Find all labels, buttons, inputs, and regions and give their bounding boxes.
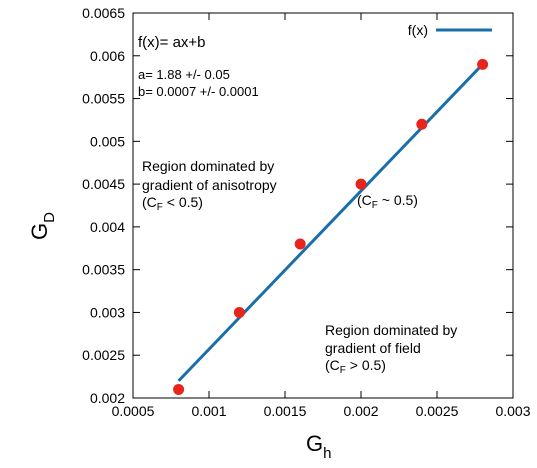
y-tick-label: 0.002 [90, 390, 125, 406]
region-anisotropy-line1: Region dominated by [142, 158, 274, 174]
x-tick-label: 0.002 [343, 403, 378, 419]
data-point [173, 383, 185, 395]
x-axis-label: Gh [306, 431, 331, 462]
ticks-layer: 0.0005 0.001 0.0015 0.002 0.0025 0.003 0.002 0.… [82, 5, 531, 419]
plot-layer [173, 58, 489, 395]
data-point [416, 118, 428, 130]
y-axis-label: GD [27, 212, 58, 240]
y-tick-label: 0.0065 [82, 5, 125, 21]
legend-label: f(x) [408, 22, 428, 38]
x-tick-label: 0.003 [495, 403, 530, 419]
y-tick-label: 0.0045 [82, 176, 125, 192]
x-tick-label: 0.001 [191, 403, 226, 419]
x-tick-label: 0.0025 [416, 403, 459, 419]
region-field-line1: Region dominated by [325, 322, 457, 338]
x-tick-label: 0.0005 [112, 403, 155, 419]
y-tick-label: 0.0035 [82, 262, 125, 278]
fit-line [177, 63, 484, 382]
y-tick-label: 0.004 [90, 219, 125, 235]
x-tick-label: 0.0015 [264, 403, 307, 419]
fit-b-value: b= 0.0007 +/- 0.0001 [138, 84, 259, 99]
y-tick-label: 0.005 [90, 133, 125, 149]
y-tick-label: 0.006 [90, 48, 125, 64]
y-tick-label: 0.0055 [82, 91, 125, 107]
region-field-cf: (CF > 0.5) [325, 357, 386, 376]
region-anisotropy-line2: gradient of anisotropy [142, 177, 277, 193]
fit-a-value: a= 1.88 +/- 0.05 [138, 67, 230, 82]
cf-mid-label: (CF ~ 0.5) [357, 192, 418, 211]
data-point [477, 58, 489, 70]
region-anisotropy-cf: (CF < 0.5) [142, 194, 203, 213]
fit-formula: f(x)= ax+b [138, 34, 206, 51]
data-point [233, 306, 245, 318]
y-tick-label: 0.0025 [82, 347, 125, 363]
region-field-line2: gradient of field [325, 340, 421, 356]
data-point [355, 178, 367, 190]
data-point [294, 238, 306, 250]
legend: f(x) [408, 22, 492, 38]
plot-frame [132, 12, 514, 399]
y-tick-label: 0.003 [90, 304, 125, 320]
